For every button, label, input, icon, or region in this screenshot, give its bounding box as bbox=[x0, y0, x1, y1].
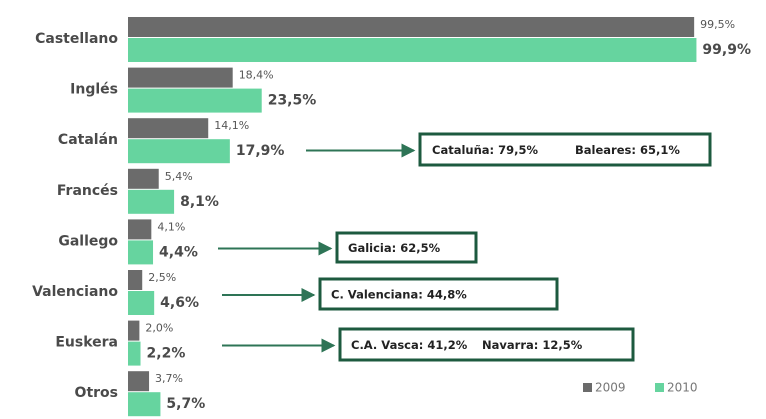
annotation-text: Cataluña: 79,5% bbox=[432, 143, 539, 157]
bar bbox=[128, 88, 262, 113]
bar bbox=[128, 270, 143, 290]
bar bbox=[128, 17, 695, 37]
bar bbox=[128, 189, 175, 214]
bar bbox=[128, 118, 209, 139]
annotation-text: C.A. Vasca: 41,2% bbox=[351, 338, 468, 352]
bar bbox=[128, 291, 155, 315]
bar bbox=[128, 392, 161, 417]
value-label: 5,4% bbox=[165, 170, 193, 183]
annotation-box bbox=[318, 277, 559, 311]
annotation-text: C. Valenciana: 44,8% bbox=[331, 288, 467, 302]
legend-swatch bbox=[583, 383, 592, 392]
category-label: Inglés bbox=[70, 82, 118, 98]
value-label: 4,1% bbox=[157, 220, 185, 233]
annotation-text: Baleares: 65,1% bbox=[575, 143, 680, 157]
value-label: 99,5% bbox=[700, 18, 735, 31]
annotation-box bbox=[338, 327, 635, 362]
value-label: 14,1% bbox=[214, 119, 249, 132]
value-label: 23,5% bbox=[268, 93, 317, 109]
value-label: 2,2% bbox=[147, 346, 186, 362]
bar bbox=[128, 139, 230, 164]
value-label: 5,7% bbox=[166, 396, 205, 412]
bar bbox=[128, 219, 152, 240]
legend-swatch bbox=[655, 383, 664, 392]
value-label: 17,9% bbox=[236, 143, 285, 159]
category-label: Euskera bbox=[55, 335, 118, 351]
bar bbox=[128, 168, 159, 189]
value-label: 18,4% bbox=[239, 69, 274, 82]
value-label: 2,0% bbox=[145, 322, 173, 335]
bar bbox=[128, 240, 154, 265]
category-label: Gallego bbox=[58, 233, 118, 249]
value-label: 8,1% bbox=[180, 194, 219, 210]
value-label: 4,4% bbox=[159, 244, 198, 260]
annotation-box bbox=[418, 132, 712, 167]
bar bbox=[128, 67, 233, 88]
category-label: Valenciano bbox=[32, 284, 118, 300]
annotation-text: Navarra: 12,5% bbox=[482, 338, 583, 352]
value-label: 4,6% bbox=[160, 295, 199, 311]
bar bbox=[128, 371, 150, 392]
value-label: 3,7% bbox=[155, 372, 183, 385]
category-label: Castellano bbox=[35, 31, 118, 47]
category-label: Otros bbox=[75, 385, 118, 401]
legend-label: 2010 bbox=[667, 381, 698, 395]
bar bbox=[128, 38, 697, 62]
legend-label: 2009 bbox=[595, 381, 626, 395]
value-label: 2,5% bbox=[148, 271, 176, 284]
bar bbox=[128, 320, 140, 341]
bar bbox=[128, 341, 141, 366]
annotation-text: Galicia: 62,5% bbox=[348, 241, 441, 255]
category-label: Catalán bbox=[58, 132, 118, 148]
annotation-box bbox=[335, 231, 478, 264]
category-label: Francés bbox=[57, 183, 118, 199]
value-label: 99,9% bbox=[702, 42, 751, 58]
